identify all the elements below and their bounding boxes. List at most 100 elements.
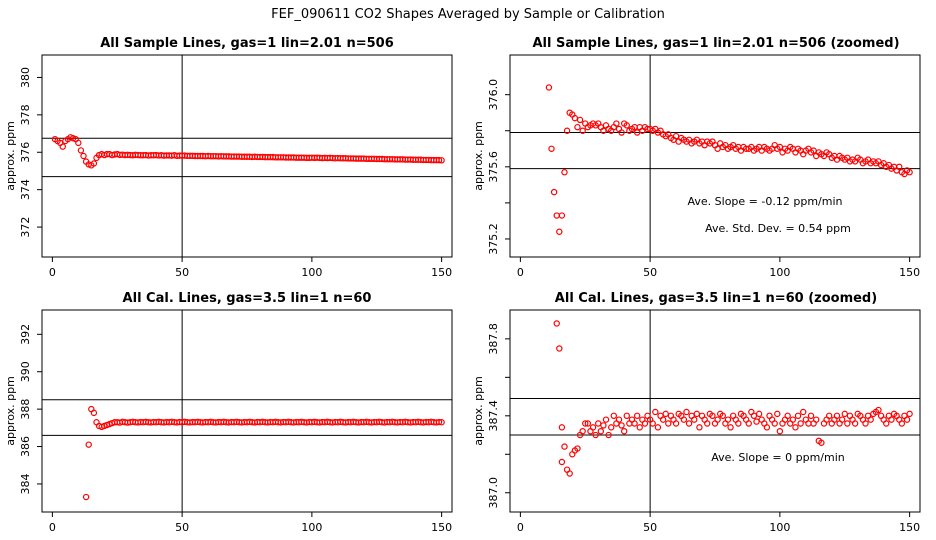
- data-point: [574, 123, 581, 131]
- data-point: [862, 420, 869, 427]
- panel-sample-lines: All Sample Lines, gas=1 lin=2.01 n=506 a…: [4, 36, 453, 279]
- data-point: [851, 420, 859, 427]
- panel-sample-lines-zoomed: All Sample Lines, gas=1 lin=2.01 n=506 (…: [472, 36, 921, 279]
- data-point: [807, 412, 815, 420]
- data-point: [438, 419, 445, 426]
- data-point: [693, 410, 701, 418]
- data-point: [774, 410, 781, 418]
- data-point: [633, 412, 641, 420]
- data-point: [813, 416, 820, 423]
- data-point: [620, 428, 628, 435]
- data-point: [561, 169, 568, 176]
- data-point: [77, 147, 85, 154]
- data-point: [714, 416, 721, 423]
- x-tick-label: 100: [301, 266, 322, 279]
- data-point: [545, 84, 553, 91]
- y-tick-label: 387.4: [487, 400, 500, 432]
- plot-area: 0 50 100 150 387.0 387.4 387.8: [487, 310, 920, 534]
- annotation-slope: Ave. Slope = -0.12 ppm/min: [688, 195, 843, 208]
- data-point: [566, 470, 573, 477]
- data-point: [548, 145, 555, 152]
- data-point: [719, 412, 726, 420]
- data-point: [576, 116, 584, 124]
- data-point: [724, 416, 732, 423]
- data-point: [641, 420, 649, 427]
- x-tick-label: 50: [643, 266, 657, 279]
- plot-area: 0 50 100 150 372 374 376 378 380: [19, 55, 452, 279]
- data-point: [685, 420, 693, 427]
- data-point: [82, 493, 90, 501]
- data-point: [838, 416, 846, 423]
- data-point: [818, 439, 825, 446]
- data-point: [903, 416, 911, 423]
- y-tick-label: 387.0: [487, 477, 500, 509]
- panel-cal-lines-zoomed: All Cal. Lines, gas=3.5 lin=1 n=60 (zoom…: [472, 291, 921, 534]
- data-point: [784, 412, 791, 420]
- data-point: [579, 428, 586, 435]
- y-tick-label: 384: [19, 473, 32, 494]
- data-point: [579, 127, 586, 134]
- plot-frame: [509, 309, 921, 513]
- data-point: [558, 424, 566, 431]
- data-point: [745, 420, 752, 427]
- data-point: [435, 418, 443, 426]
- panel-cal-lines: All Cal. Lines, gas=3.5 lin=1 n=60 appro…: [4, 291, 453, 534]
- data-point: [556, 228, 563, 235]
- data-point: [558, 212, 566, 219]
- data-point: [709, 412, 716, 420]
- panel-title: All Sample Lines, gas=1 lin=2.01 n=506: [100, 36, 394, 51]
- data-point: [665, 420, 672, 427]
- data-point: [600, 422, 607, 429]
- data-point: [794, 412, 802, 420]
- data-point: [613, 120, 620, 127]
- data-point: [623, 412, 630, 420]
- panel-title: All Cal. Lines, gas=3.5 lin=1 n=60: [123, 291, 372, 306]
- annotation-std-dev: Ave. Std. Dev. = 0.54 ppm: [705, 222, 851, 235]
- data-point: [771, 420, 778, 427]
- data-point: [438, 157, 445, 164]
- data-point: [608, 424, 615, 431]
- data-point: [435, 156, 443, 164]
- data-point: [589, 424, 597, 431]
- data-point: [561, 443, 568, 450]
- data-point: [631, 420, 638, 427]
- data-point: [556, 345, 563, 352]
- data-point: [896, 163, 903, 171]
- data-point: [85, 441, 92, 448]
- plot-frame: [41, 54, 453, 258]
- data-point: [753, 418, 760, 425]
- data-point: [844, 420, 851, 427]
- x-tick-label: 0: [517, 521, 524, 534]
- plot-frame: [509, 54, 921, 258]
- plot-area: 0 50 100 150 384 386 388 390 392: [19, 310, 452, 534]
- x-tick-label: 50: [175, 521, 189, 534]
- y-tick-label: 375.6: [487, 151, 500, 183]
- y-tick-label: 390: [19, 361, 32, 382]
- annotation-slope: Ave. Slope = 0 ppm/min: [711, 451, 845, 464]
- data-point: [727, 424, 734, 431]
- y-tick-label: 392: [19, 324, 32, 345]
- y-tick-label: 376: [19, 142, 32, 163]
- panel-title: All Cal. Lines, gas=3.5 lin=1 n=60 (zoom…: [555, 291, 877, 306]
- data-point: [763, 424, 771, 431]
- data-point: [691, 416, 698, 423]
- data-point: [553, 212, 560, 219]
- x-tick-label: 50: [175, 266, 189, 279]
- data-point: [618, 422, 625, 429]
- data-point: [696, 424, 703, 431]
- data-point: [750, 412, 758, 420]
- data-point: [654, 424, 662, 431]
- y-tick-label: 386: [19, 436, 32, 457]
- data-point: [906, 410, 913, 418]
- data-point: [584, 420, 592, 427]
- y-axis-label: approx. ppm: [472, 121, 485, 191]
- data-point: [582, 420, 589, 427]
- data-point: [672, 420, 680, 427]
- x-tick-label: 150: [431, 266, 452, 279]
- data-point: [906, 169, 913, 176]
- y-tick-label: 372: [19, 217, 32, 238]
- x-tick-label: 100: [769, 521, 790, 534]
- data-point: [776, 428, 784, 435]
- data-point: [797, 420, 804, 427]
- data-point: [592, 431, 599, 439]
